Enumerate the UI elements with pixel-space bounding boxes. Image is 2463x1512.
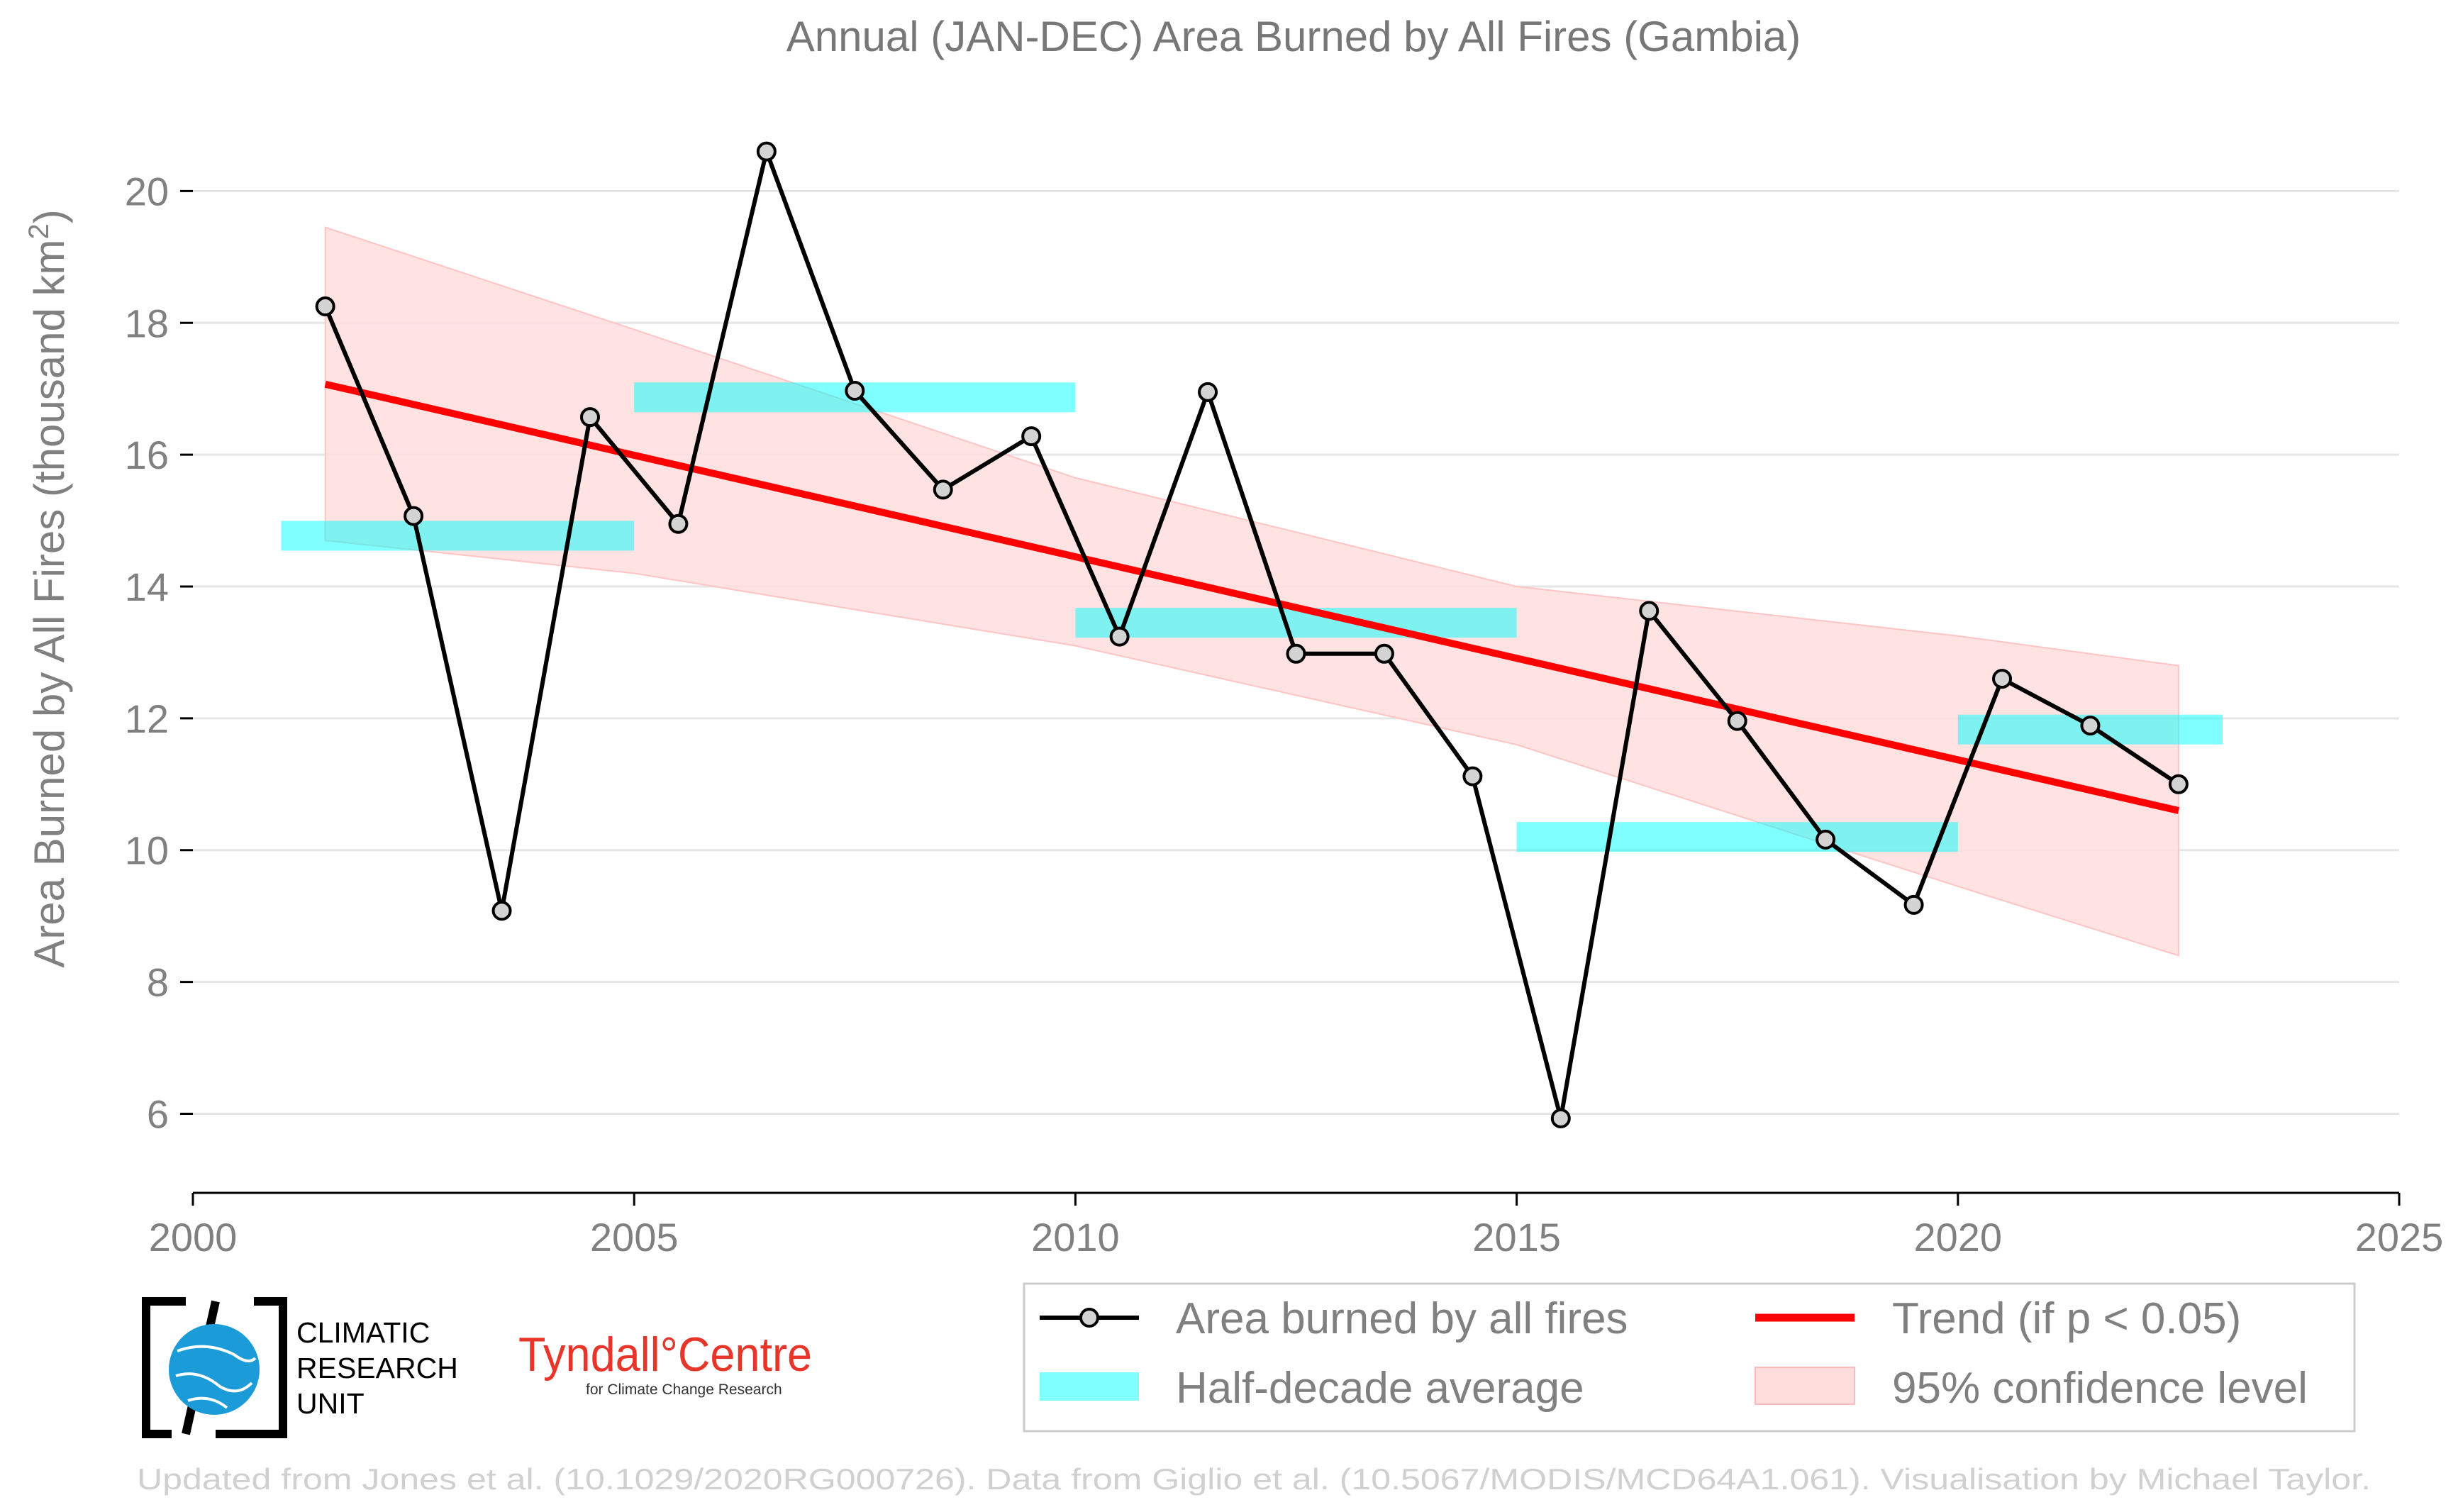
data-point-2015.5	[1550, 1108, 1571, 1128]
cru-text-line-3: UNIT	[296, 1387, 365, 1420]
half-decade-bar-0	[281, 521, 635, 551]
y-tick-label-20: 20	[125, 169, 169, 213]
x-tick-label-2020: 2020	[1914, 1215, 2003, 1260]
data-point-2013.5	[1374, 643, 1394, 664]
data-point-2022.5	[2168, 774, 2189, 794]
y-tick-label-10: 10	[125, 828, 169, 873]
data-point-2007.5	[845, 380, 865, 401]
data-point-2004.5	[579, 407, 600, 428]
legend-swatch-series-marker	[1079, 1308, 1099, 1328]
footer-credits: Updated from Jones et al. (10.1029/2020R…	[137, 1462, 2371, 1496]
data-point-2008.5	[933, 479, 953, 500]
legend: Area burned by all fires Half-decade ave…	[1023, 1282, 2356, 1433]
tyndall-logo-subtext: for Climate Change Research	[586, 1382, 782, 1398]
y-tick-label-12: 12	[125, 696, 169, 741]
x-tick-label-2010: 2010	[1031, 1215, 1120, 1260]
data-point-2016.5	[1639, 601, 1659, 621]
legend-frame	[1023, 1282, 2356, 1433]
y-tick-label-18: 18	[125, 301, 169, 345]
y-tick-label-16: 16	[125, 433, 169, 477]
half-decade-bar-3	[1516, 822, 1958, 852]
y-tick-label-14: 14	[125, 565, 169, 609]
data-point-2010.5	[1109, 626, 1130, 647]
data-point-2019.5	[1903, 894, 1924, 915]
chart-title: Annual (JAN-DEC) Area Burned by All Fire…	[786, 13, 1801, 60]
legend-label-series: Area burned by all fires	[1176, 1294, 1628, 1343]
data-point-2009.5	[1021, 426, 1042, 447]
data-point-2014.5	[1462, 766, 1483, 786]
data-point-2001.5	[315, 296, 335, 317]
data-point-2005.5	[668, 513, 689, 534]
x-tick-label-2005: 2005	[590, 1215, 679, 1260]
data-point-2003.5	[491, 901, 512, 921]
legend-swatch-half-decade	[1040, 1372, 1139, 1401]
area-burned-series	[315, 141, 2189, 1128]
legend-label-half-decade: Half-decade average	[1176, 1364, 1584, 1413]
y-axis-label-end: )	[26, 209, 73, 223]
cru-text-line-2: RESEARCH	[296, 1352, 458, 1384]
data-point-2012.5	[1286, 643, 1306, 664]
x-tick-label-2015: 2015	[1472, 1215, 1561, 1260]
y-axis-label-superscript: 2	[23, 223, 55, 239]
trend-line-segment	[324, 380, 2180, 814]
data-point-2002.5	[404, 506, 424, 526]
cru-logo: CLIMATIC RESEARCH UNIT	[142, 1297, 458, 1438]
cru-logo-frame-left	[142, 1297, 186, 1438]
legend-swatch-confidence	[1755, 1367, 1855, 1405]
data-point-2017.5	[1727, 711, 1747, 731]
data-point-2006.5	[756, 141, 777, 162]
series-line	[323, 149, 2180, 1121]
y-axis-ticks: 6 8 10 12 14 16 18 20	[125, 169, 193, 1136]
trend-line	[324, 380, 2180, 814]
legend-label-trend: Trend (if p < 0.05)	[1892, 1294, 2241, 1343]
y-axis-label-main: Area Burned by All Fires (thousand km	[26, 240, 73, 968]
x-axis-ticks: 2000 2005 2010 2015 2020 2025	[149, 1193, 2444, 1260]
half-decade-bar-2	[1075, 608, 1517, 638]
legend-label-confidence: 95% confidence level	[1892, 1364, 2308, 1413]
tyndall-logo: Tyndall°Centre for Climate Change Resear…	[518, 1328, 812, 1398]
cru-text-line-1: CLIMATIC	[296, 1316, 430, 1349]
y-tick-label-6: 6	[147, 1091, 169, 1136]
data-point-2020.5	[1992, 669, 2013, 689]
y-tick-label-8: 8	[147, 960, 169, 1005]
data-point-2018.5	[1816, 829, 1836, 850]
cru-logo-frame-right	[216, 1297, 287, 1438]
x-tick-label-2000: 2000	[149, 1215, 238, 1260]
data-point-2011.5	[1198, 382, 1218, 402]
x-tick-label-2025: 2025	[2355, 1215, 2444, 1260]
y-axis-label: Area Burned by All Fires (thousand km2)	[23, 209, 73, 967]
tyndall-logo-text: Tyndall°Centre	[518, 1328, 812, 1382]
data-point-2021.5	[2080, 716, 2101, 736]
